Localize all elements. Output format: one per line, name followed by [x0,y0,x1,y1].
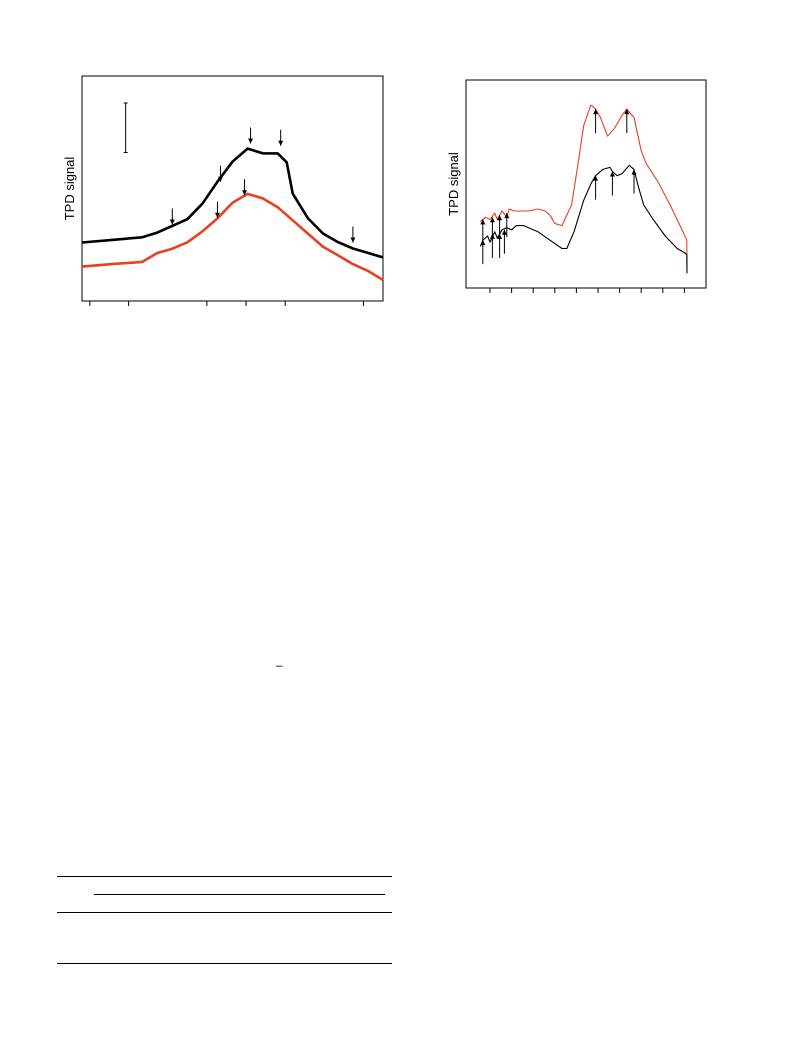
series-1-arrow-head-3 [501,229,507,235]
series-1-arrow-head-0 [214,212,220,218]
y-axis-label: TPD signal [446,152,461,216]
series-0-line [81,147,384,259]
series-1-line [479,164,688,274]
series-0-arrow-head-2 [248,138,254,144]
series-0-arrow-head-1 [217,176,223,182]
table-header-rule [94,894,385,895]
series-0-arrow-head-0 [169,219,175,225]
series-1-arrow-head-2 [497,233,503,239]
series-1-arrow-head-6 [631,169,637,175]
series-0-arrow-head-4 [593,109,599,115]
plot-frame [465,79,707,289]
series-0-line [480,104,688,268]
series-1-arrow-head-1 [242,190,248,196]
table-top-rule [57,876,392,877]
series-1-arrow-head-1 [489,233,495,239]
minus-sign: – [276,658,283,672]
series-0-arrow-head-2 [497,215,503,221]
series-1-arrow-head-0 [480,240,486,246]
series-1-line [81,192,384,282]
table-bottom-rule [57,963,392,964]
series-0-arrow-head-4 [350,237,356,243]
tpd-chart-right-svg: TPD signal [446,79,707,293]
tpd-chart-left: TPD signal [48,68,393,313]
tpd-chart-left-svg: TPD signal [62,75,384,306]
tpd-chart-right: TPD signal [415,75,715,305]
plot-frame [81,75,384,302]
series-1-arrow-head-4 [593,175,599,181]
series-0-arrow-head-3 [278,140,284,146]
y-axis-label: TPD signal [62,157,77,221]
series-0-arrow-head-5 [624,109,630,115]
series-1-arrow-head-5 [609,171,615,177]
series-0-arrow-head-0 [480,219,486,225]
table-mid-rule [57,912,392,913]
series-0-arrow-head-3 [504,213,510,219]
series-0-arrow-head-1 [489,217,495,223]
